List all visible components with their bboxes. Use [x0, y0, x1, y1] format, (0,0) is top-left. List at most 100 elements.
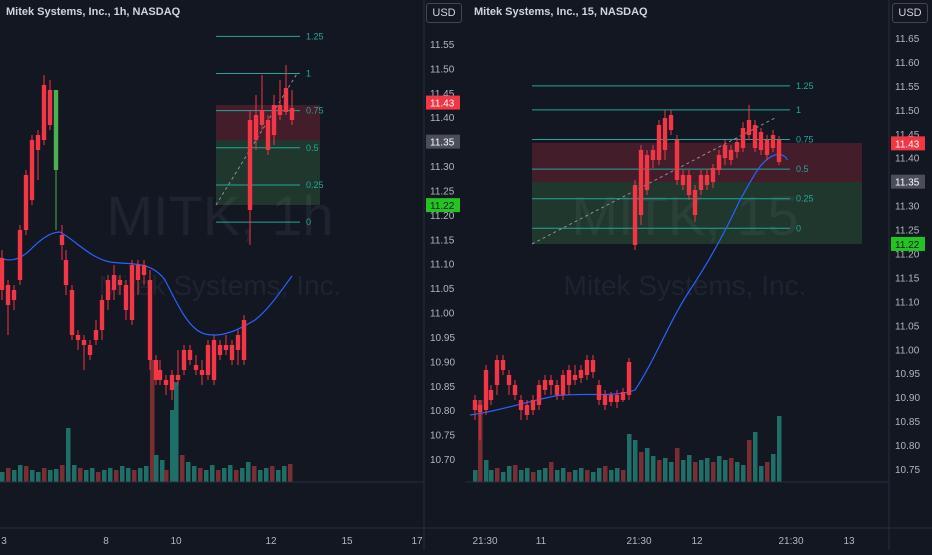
candle-body	[542, 380, 548, 390]
volume-bar	[771, 454, 776, 482]
price-tick-label: 11.50	[895, 106, 920, 117]
time-tick-label: 21:30	[778, 536, 803, 547]
volume-bar	[687, 455, 692, 482]
price-badge-label: 11.35	[895, 178, 920, 189]
candle-body	[175, 375, 181, 380]
price-tick-label: 11.40	[895, 154, 920, 165]
volume-bar	[84, 470, 89, 482]
price-badge-bg	[891, 174, 925, 189]
candle-body	[483, 370, 489, 410]
price-tick-label: 11.30	[430, 162, 455, 173]
volume-bar	[549, 462, 554, 482]
candle-body	[283, 88, 289, 112]
candle-body	[632, 185, 638, 245]
candle-body	[698, 175, 704, 190]
price-tick-label: 10.95	[895, 369, 920, 380]
candle-body	[271, 105, 277, 135]
candle-body	[187, 350, 193, 360]
price-tick-label: 11.15	[895, 273, 920, 284]
volume-bar	[12, 470, 17, 482]
volume-bar	[489, 470, 494, 482]
fib-label-5: 0	[306, 217, 311, 227]
candle-body	[0, 258, 5, 290]
left-chart-title: Mitek Systems, Inc., 1h, NASDAQ	[6, 6, 181, 18]
candle-body	[53, 90, 59, 170]
candle-body	[241, 320, 247, 360]
volume-bar	[555, 470, 560, 482]
candle-body	[572, 375, 578, 380]
fib-trend-line	[531, 117, 776, 245]
time-tick-label: 8	[103, 536, 109, 547]
volume-bar	[60, 465, 65, 482]
time-tick-label: 21:30	[626, 536, 651, 547]
candle-body	[500, 360, 506, 370]
price-tick-label: 10.85	[430, 382, 455, 393]
volume-bar	[6, 468, 11, 482]
price-tick-label: 11.65	[895, 34, 920, 45]
fib-label-1: 1	[796, 105, 801, 115]
volume-bar	[597, 468, 602, 482]
volume-bar	[42, 468, 47, 482]
candle-body	[211, 340, 217, 380]
right-chart-canvas[interactable]: MITK, 15Mitek Systems, Inc.1.2510.750.50…	[465, 0, 932, 550]
volume-bar	[210, 465, 215, 482]
right-chart-title: Mitek Systems, Inc., 15, NASDAQ	[474, 6, 648, 18]
price-badge-label: 11.22	[430, 201, 455, 212]
price-badge-label: 11.35	[430, 138, 455, 149]
volume-bar	[765, 462, 770, 482]
price-tick-label: 11.20	[430, 211, 455, 222]
candle-body	[566, 370, 572, 385]
price-tick-label: 11.20	[895, 250, 920, 261]
volume-bar	[478, 400, 483, 482]
candle-body	[692, 190, 698, 215]
left-chart-pane[interactable]: MITK, 1h Mitek Systems, Inc. 1.25 1 0.75 0.5 0…	[0, 0, 470, 550]
fib-label-0: 1.25	[796, 81, 814, 91]
volume-bar	[18, 465, 23, 482]
price-tick-label: 11.45	[895, 130, 920, 141]
volume-bar	[603, 466, 608, 482]
price-badge-label: 11.43	[895, 139, 920, 150]
fib-label-2: 0.75	[306, 106, 324, 116]
volume-bar	[681, 460, 686, 482]
candle-body	[59, 235, 65, 245]
price-tick-label: 10.90	[430, 357, 455, 368]
price-tick-label: 10.80	[430, 406, 455, 417]
price-tick-label: 11.10	[430, 260, 455, 271]
candle-body	[75, 335, 81, 340]
candle-body	[668, 115, 674, 130]
volume-bar	[270, 466, 275, 482]
volume-bar	[657, 460, 662, 482]
candle-body	[758, 132, 764, 150]
left-currency-button[interactable]: USD	[426, 3, 462, 23]
watermark-symbol: MITK, 15	[571, 184, 798, 247]
volume-bar	[234, 470, 239, 482]
price-badge-label: 11.43	[430, 99, 455, 110]
candle-body	[17, 230, 23, 280]
volume-bar	[160, 460, 165, 482]
right-chart-pane[interactable]: MITK, 15Mitek Systems, Inc.1.2510.750.50…	[465, 0, 932, 550]
volume-bar	[729, 458, 734, 482]
right-currency-button[interactable]: USD	[892, 3, 928, 23]
volume-bar	[507, 466, 512, 482]
candle-body	[141, 265, 147, 275]
volume-bar	[0, 472, 5, 482]
price-tick-label: 11.25	[430, 186, 455, 197]
volume-bar	[567, 472, 572, 482]
price-tick-label: 10.85	[895, 417, 920, 428]
volume-bar	[48, 470, 53, 482]
volume-bar	[621, 470, 626, 482]
price-tick-label: 10.75	[895, 465, 920, 476]
volume-bar	[78, 468, 83, 482]
volume-bar	[102, 470, 107, 482]
volume-bar	[216, 470, 221, 482]
candle-body	[163, 380, 169, 385]
candle-body	[63, 260, 69, 285]
candle-body	[614, 395, 620, 402]
chart-background	[465, 0, 932, 550]
volume-bar	[192, 466, 197, 482]
volume-bar	[519, 470, 524, 482]
candle-body	[524, 405, 530, 415]
candle-body	[764, 140, 770, 155]
candle-body	[153, 360, 159, 380]
